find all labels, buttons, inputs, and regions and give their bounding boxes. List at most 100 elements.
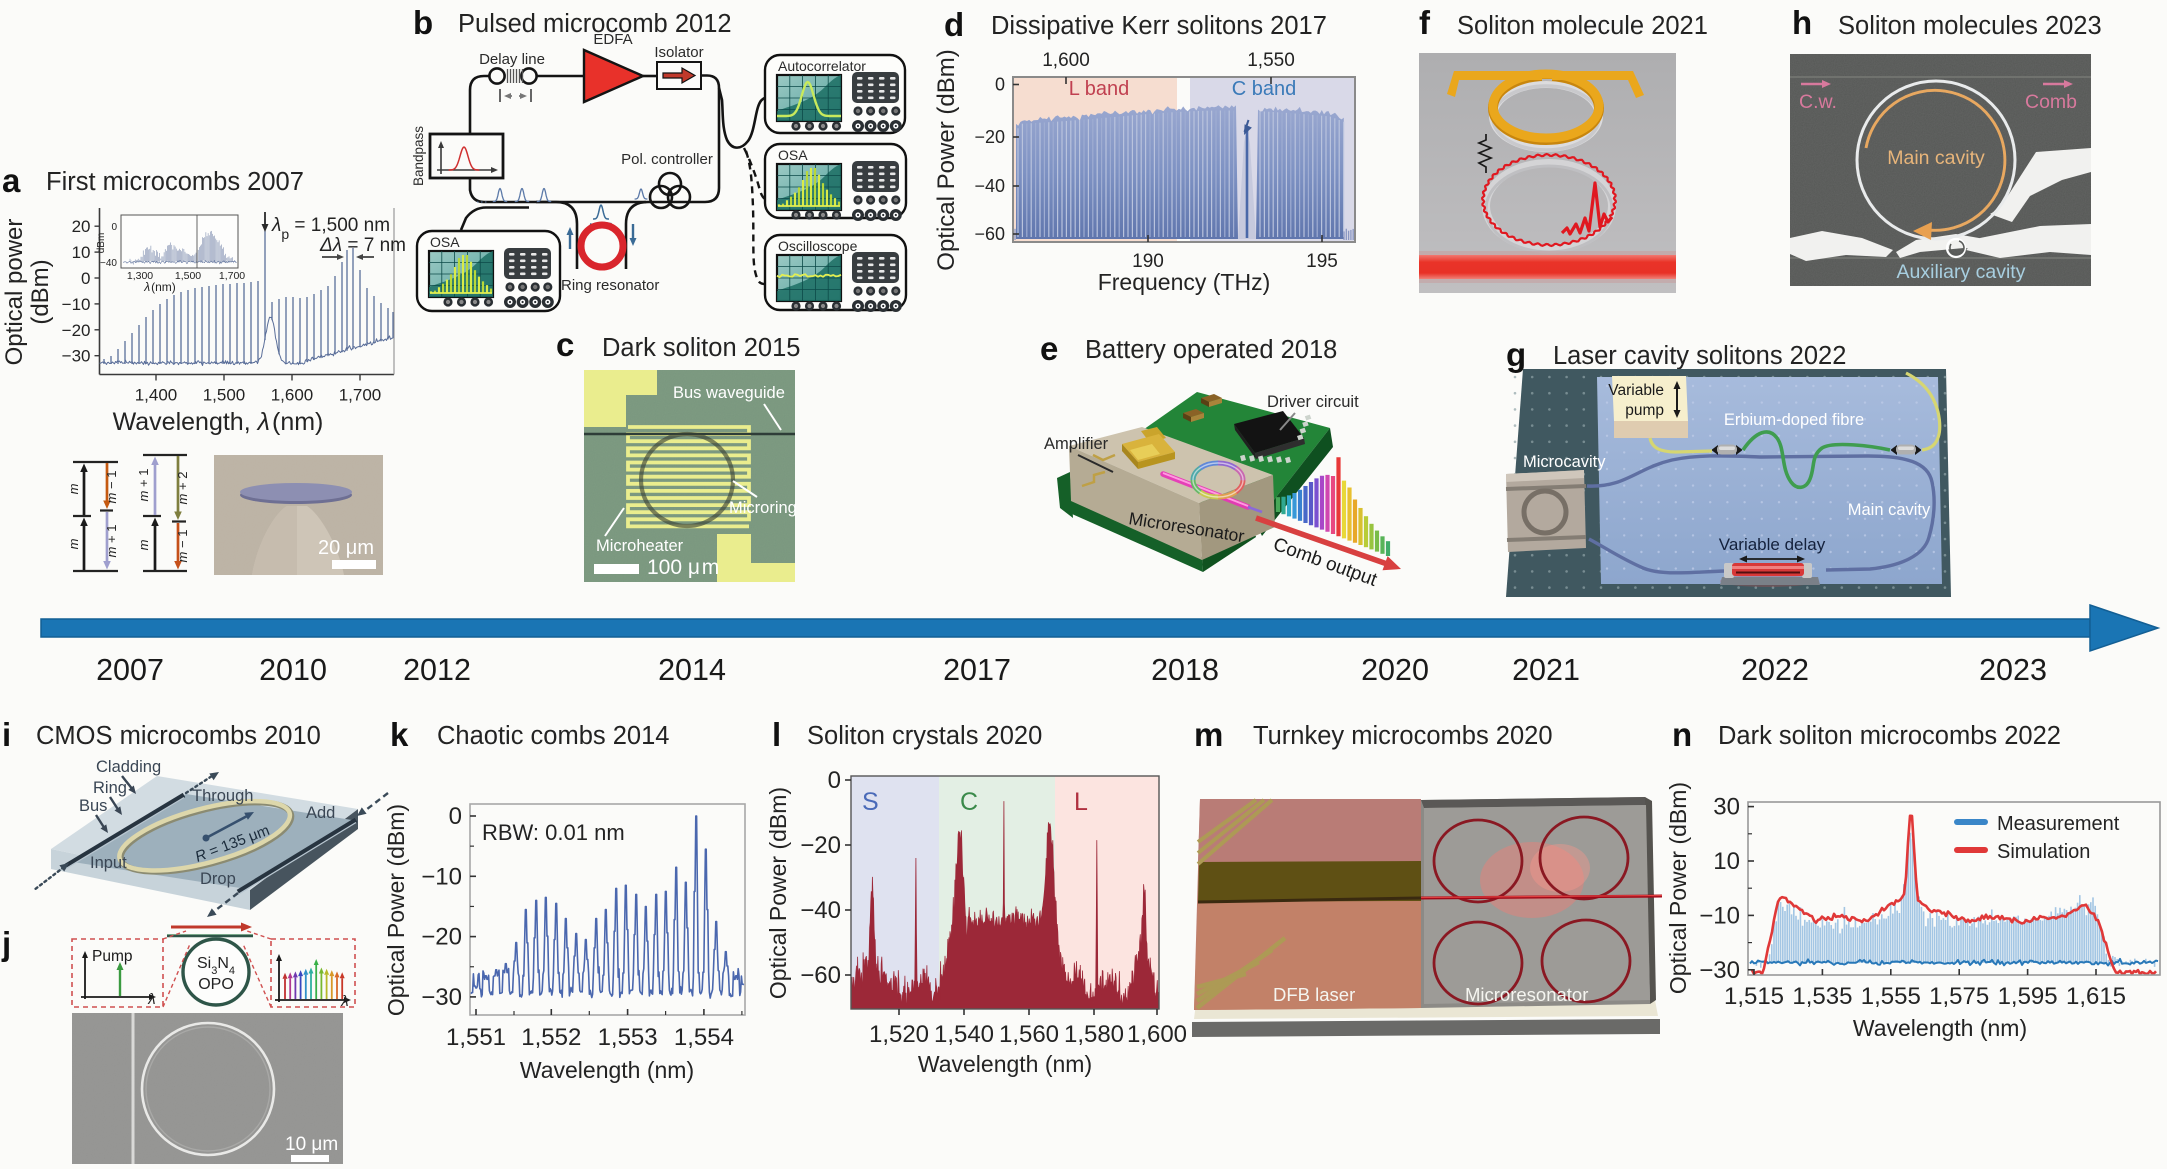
svg-text:1,552: 1,552 (521, 1024, 581, 1051)
svg-text:Wavelength, λ (nm): Wavelength, λ (nm) (113, 408, 324, 436)
svg-text:d: d (944, 6, 964, 43)
svg-text:m: m (66, 483, 81, 494)
svg-text:Measurement: Measurement (1997, 813, 2120, 835)
svg-text:Ring resonator: Ring resonator (561, 277, 659, 294)
svg-text:2023: 2023 (1979, 653, 2047, 687)
svg-text:n: n (1672, 716, 1692, 753)
svg-text:Optical Power (dBm): Optical Power (dBm) (765, 787, 791, 999)
svg-text:0: 0 (995, 75, 1005, 95)
svg-text:Driver circuit: Driver circuit (1267, 393, 1359, 411)
svg-text:Cladding: Cladding (96, 758, 161, 776)
svg-text:Erbium-doped fibre: Erbium-doped fibre (1724, 411, 1864, 429)
svg-text:1,535: 1,535 (1792, 983, 1852, 1010)
svg-text:1,700: 1,700 (339, 386, 382, 405)
svg-text:Variable delay: Variable delay (1719, 535, 1826, 554)
svg-text:m − 1: m − 1 (175, 530, 190, 563)
svg-text:m: m (1194, 716, 1223, 753)
svg-text:OSA: OSA (430, 234, 460, 250)
svg-text:Chaotic combs 2014: Chaotic combs 2014 (437, 722, 669, 750)
svg-text:Input: Input (90, 854, 127, 872)
svg-text:First microcombs 2007: First microcombs 2007 (46, 168, 304, 196)
svg-text:Main cavity: Main cavity (1848, 501, 1931, 519)
svg-text:Drop: Drop (200, 870, 236, 888)
svg-text:Dark soliton microcombs 2022: Dark soliton microcombs 2022 (1718, 722, 2061, 750)
svg-text:−20: −20 (974, 127, 1005, 147)
svg-text:Pump: Pump (92, 948, 133, 965)
svg-text:1,615: 1,615 (2066, 983, 2126, 1010)
svg-text:2012: 2012 (403, 653, 471, 687)
svg-text:1,515: 1,515 (1724, 983, 1784, 1010)
svg-text:Microheater: Microheater (596, 537, 684, 555)
svg-text:1,580: 1,580 (1064, 1021, 1124, 1048)
svg-text:Pol. controller: Pol. controller (621, 151, 713, 168)
svg-text:Comb: Comb (2025, 91, 2077, 113)
svg-text:1,554: 1,554 (674, 1024, 734, 1051)
svg-text:−20: −20 (800, 832, 841, 859)
svg-text:Optical Power (dBm): Optical Power (dBm) (383, 804, 409, 1016)
svg-text:Soliton molecules 2023: Soliton molecules 2023 (1838, 12, 2102, 40)
svg-text:Optical power: Optical power (1, 219, 28, 366)
svg-text:Microring: Microring (729, 499, 797, 517)
svg-text:190: 190 (1132, 251, 1164, 272)
svg-text:Main cavity: Main cavity (1887, 147, 1985, 169)
svg-text:m: m (136, 539, 151, 550)
svg-text:1,560: 1,560 (999, 1021, 1059, 1048)
svg-text:−40: −40 (100, 258, 117, 269)
svg-text:−40: −40 (800, 897, 841, 924)
svg-text:Bus: Bus (79, 797, 107, 815)
svg-text:OSA: OSA (778, 147, 808, 163)
svg-text:Soliton molecule 2021: Soliton molecule 2021 (1457, 12, 1708, 40)
svg-text:Turnkey microcombs 2020: Turnkey microcombs 2020 (1253, 722, 1553, 750)
svg-text:−10: −10 (1699, 902, 1740, 929)
svg-text:Auxiliary cavity: Auxiliary cavity (1897, 261, 2026, 283)
svg-text:Wavelength (nm): Wavelength (nm) (1853, 1015, 2027, 1041)
svg-text:Bandpass: Bandpass (411, 126, 426, 186)
svg-text:m + 1: m + 1 (136, 469, 151, 502)
svg-text:b: b (413, 4, 433, 41)
svg-text:2022: 2022 (1741, 653, 1809, 687)
svg-text:pump: pump (1625, 402, 1664, 419)
svg-text:DFB laser: DFB laser (1273, 984, 1355, 1005)
svg-text:1,500: 1,500 (175, 270, 201, 282)
svg-text:0: 0 (111, 222, 117, 233)
svg-text:Δλ = 7 nm: Δλ = 7 nm (319, 235, 406, 256)
svg-text:m − 1: m − 1 (104, 471, 119, 504)
svg-text:Wavelength (nm): Wavelength (nm) (520, 1057, 694, 1083)
svg-text:20 μm: 20 μm (318, 537, 374, 559)
svg-text:1,700: 1,700 (219, 270, 245, 282)
svg-text:1,575: 1,575 (1929, 983, 1989, 1010)
svg-text:10 μm: 10 μm (285, 1134, 338, 1155)
svg-text:Add: Add (306, 804, 335, 822)
svg-text:1,300: 1,300 (127, 270, 153, 282)
svg-text:30: 30 (1713, 794, 1740, 821)
svg-text:−20: −20 (421, 924, 462, 951)
svg-text:Dark soliton 2015: Dark soliton 2015 (602, 334, 800, 362)
svg-text:Autocorrelator: Autocorrelator (778, 58, 866, 74)
svg-text:−40: −40 (974, 176, 1005, 196)
svg-text:−10: −10 (62, 295, 91, 314)
svg-text:195: 195 (1306, 251, 1338, 272)
svg-text:a: a (2, 162, 21, 199)
svg-text:−30: −30 (421, 984, 462, 1011)
svg-text:−60: −60 (800, 962, 841, 989)
svg-text:2020: 2020 (1361, 653, 1429, 687)
svg-text:Delay line: Delay line (479, 51, 545, 68)
svg-text:Pulsed microcomb 2012: Pulsed microcomb 2012 (458, 10, 732, 38)
svg-text:1,555: 1,555 (1861, 983, 1921, 1010)
svg-text:2017: 2017 (943, 653, 1011, 687)
svg-text:Simulation: Simulation (1997, 841, 2090, 863)
svg-text:j: j (1, 925, 11, 962)
svg-text:−30: −30 (1699, 957, 1740, 984)
svg-text:10: 10 (72, 243, 91, 262)
svg-text:L: L (1074, 788, 1088, 816)
svg-text:2007: 2007 (96, 653, 164, 687)
svg-text:1,553: 1,553 (598, 1024, 658, 1051)
svg-text:g: g (1506, 336, 1526, 373)
svg-text:1,520: 1,520 (869, 1021, 929, 1048)
svg-text:1,600: 1,600 (1042, 50, 1090, 71)
svg-text:e: e (1040, 330, 1058, 367)
svg-text:Isolator: Isolator (654, 44, 703, 61)
svg-text:RBW: 0.01 nm: RBW: 0.01 nm (482, 820, 625, 845)
svg-text:(dBm): (dBm) (27, 259, 54, 324)
svg-text:1,600: 1,600 (1127, 1021, 1187, 1048)
